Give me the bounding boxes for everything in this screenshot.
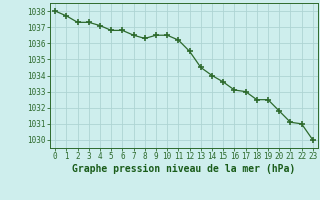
X-axis label: Graphe pression niveau de la mer (hPa): Graphe pression niveau de la mer (hPa) [72, 164, 296, 174]
